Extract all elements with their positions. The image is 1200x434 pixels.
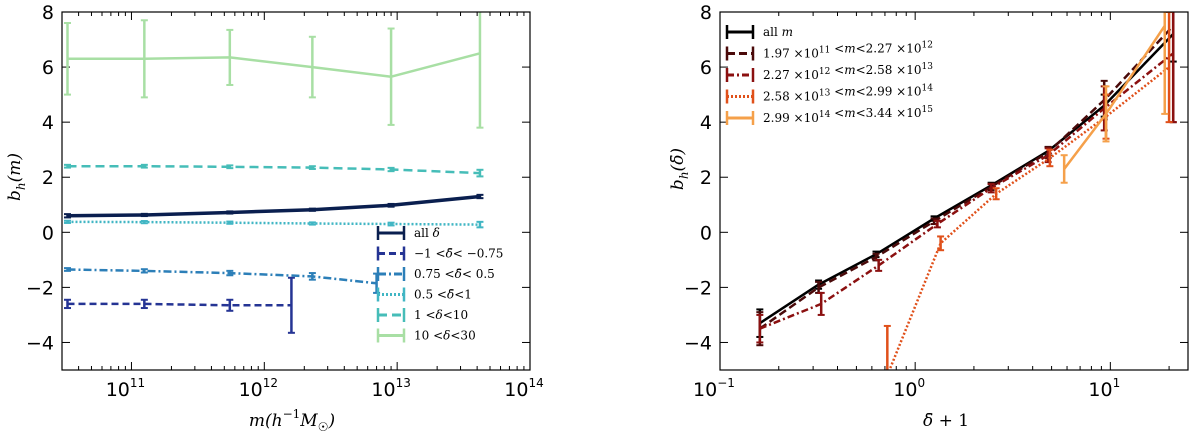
y-axis-label: bh(m) xyxy=(5,153,28,201)
series-line-4 xyxy=(67,220,481,226)
y-tick-label: 6 xyxy=(700,57,712,79)
x-tick-label: 1012 xyxy=(239,376,278,401)
y-tick-label: −2 xyxy=(684,277,712,299)
legend-label: 1 <δ<10 xyxy=(414,308,468,322)
x-tick-label: 100 xyxy=(893,376,925,401)
legend-label: all m xyxy=(763,25,793,39)
legend-label: all δ xyxy=(414,226,440,240)
plot-frame xyxy=(61,11,531,371)
y-tick-label: 4 xyxy=(700,112,712,134)
series-line-2 xyxy=(67,302,292,307)
y-axis-label: bh(δ̄) xyxy=(668,148,691,190)
x-tick-label: 1014 xyxy=(504,376,543,401)
x-tick-label: 1011 xyxy=(106,376,145,401)
y-tick-label: 8 xyxy=(42,2,54,24)
series-line-2 xyxy=(759,24,1175,330)
legend-label: 1.97 ×1011 <m<2.27 ×1012 xyxy=(763,41,933,61)
legend-label: −1 <δ̄< −0.75 xyxy=(414,247,503,261)
x-axis-label: m(h−1M☉) xyxy=(249,407,335,434)
y-tick-label: 8 xyxy=(700,2,712,24)
right-chart-panel: 10−1 100 101 −4 −2 0 2 4 6 8 δ̄ + 1 bh(δ̄) all m 1.97… xyxy=(668,2,1189,431)
legend-label: 0.75 <δ̄< 0.5 xyxy=(414,267,495,281)
x-tick-label: 1013 xyxy=(371,376,410,401)
legend-label: 2.27 ×1012 <m<2.58 ×1013 xyxy=(763,62,933,82)
left-chart-panel: 1011 1012 1013 1014 −4 −2 0 2 4 6 8 m(h−1M☉) bh(m) al… xyxy=(5,2,544,434)
y-tick-label: 2 xyxy=(700,167,712,189)
series-line-3 xyxy=(759,52,1174,330)
x-tick-label: 101 xyxy=(1088,376,1120,401)
legend-label: 0.5 <δ̄<1 xyxy=(414,288,472,302)
y-tick-label: 0 xyxy=(42,222,54,244)
series-line-5 xyxy=(1063,25,1166,170)
series-line-1 xyxy=(67,194,481,218)
y-tick-label: 6 xyxy=(42,57,54,79)
y-tick-label: −4 xyxy=(684,332,712,354)
y-tick-label: 0 xyxy=(700,222,712,244)
series-line-1 xyxy=(759,33,1175,325)
series-line-4 xyxy=(888,66,1170,370)
plot-frame xyxy=(719,11,1189,371)
series-line-5 xyxy=(67,164,481,175)
series-group xyxy=(756,12,1177,370)
legend-label: 10 <δ<30 xyxy=(414,329,476,343)
y-tick-label: 4 xyxy=(42,112,54,134)
series-line-6 xyxy=(67,52,481,78)
y-tick-label: 2 xyxy=(42,167,54,189)
series-group xyxy=(63,12,484,334)
legend-label: 2.99 ×1014 <m<3.44 ×1015 xyxy=(763,105,933,125)
series-line-3 xyxy=(67,268,377,285)
y-tick-label: −2 xyxy=(26,277,54,299)
x-axis-label: δ̄ + 1 xyxy=(923,411,969,431)
y-tick-label: −4 xyxy=(26,332,54,354)
x-tick-label: 10−1 xyxy=(693,376,735,401)
legend-label: 2.58 ×1013 <m<2.99 ×1014 xyxy=(763,84,933,104)
